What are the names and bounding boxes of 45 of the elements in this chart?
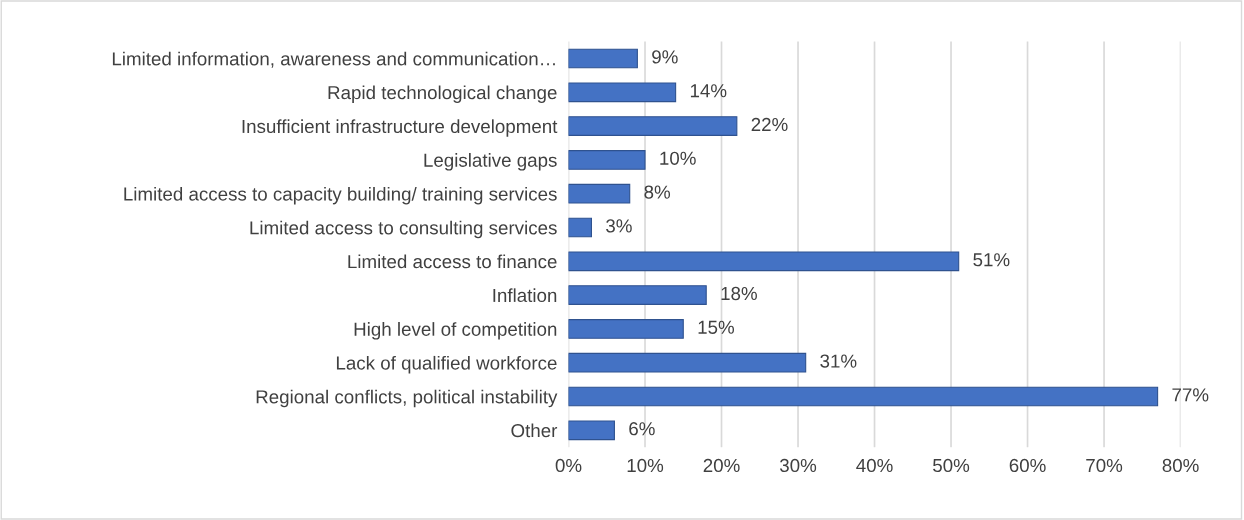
y-tick-label: Other <box>511 423 558 438</box>
bar <box>568 183 631 204</box>
y-tick-label: Inflation <box>493 288 557 303</box>
data-label: 10% <box>660 151 696 165</box>
bar <box>568 82 677 103</box>
data-label: 31% <box>820 354 857 368</box>
y-tick-label: Legislative gaps <box>424 153 557 171</box>
data-label: 9% <box>652 50 678 64</box>
y-tick-label: Regional conflicts, political instability <box>256 389 558 408</box>
y-tick-label: Rapid technological change <box>328 85 557 103</box>
y-tick-label: Limited access to capacity building/ training services <box>124 186 557 205</box>
x-tick-label: 10% <box>627 458 664 473</box>
bar <box>568 217 593 238</box>
data-label: 3% <box>606 219 632 233</box>
x-tick-label: 20% <box>703 458 740 473</box>
bar <box>568 251 960 272</box>
bar <box>568 48 638 69</box>
bar <box>568 319 684 339</box>
bar <box>568 116 738 136</box>
y-tick-label: Insufficient infrastructure development <box>242 119 558 137</box>
x-tick-label: 30% <box>779 458 817 473</box>
data-label: 51% <box>973 253 1010 267</box>
y-tick-label: Limited access to consulting services <box>250 220 557 239</box>
data-label: 15% <box>698 320 735 334</box>
bar <box>568 352 807 373</box>
bar <box>568 285 707 305</box>
data-label: 6% <box>629 422 655 436</box>
y-tick-label: Lack of qualified workforce <box>336 355 557 374</box>
bar <box>568 420 615 441</box>
x-tick-label: 70% <box>1086 458 1123 473</box>
data-label: 22% <box>751 117 788 132</box>
x-tick-label: 60% <box>1009 458 1046 473</box>
y-tick-label: Limited access to finance <box>348 254 557 269</box>
y-tick-label: High level of competition <box>354 322 557 340</box>
bar <box>568 386 1159 407</box>
x-tick-label: 40% <box>856 458 893 473</box>
y-tick-label: Limited information, awareness and communication… <box>112 51 555 68</box>
x-tick-label: 80% <box>1162 458 1199 473</box>
data-label: 18% <box>721 286 757 301</box>
x-tick-label: 0% <box>555 458 582 473</box>
bar <box>568 150 646 170</box>
data-label: 8% <box>644 185 671 199</box>
x-tick-label: 50% <box>933 458 970 473</box>
data-label: 14% <box>690 84 727 98</box>
data-label: 77% <box>1172 388 1209 402</box>
